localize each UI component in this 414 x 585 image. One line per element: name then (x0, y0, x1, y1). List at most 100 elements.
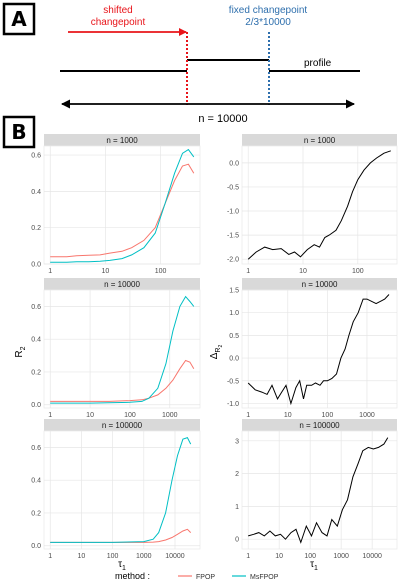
y-tick-label: 0.2 (31, 225, 41, 232)
x-tick-label: 10000 (165, 553, 185, 560)
y-tick-label: 1.5 (229, 288, 239, 295)
shifted-label-line2: changepoint (91, 17, 146, 28)
x-tick-label: 10000 (362, 553, 382, 560)
n-label: n = 10000 (198, 113, 247, 125)
facet-strip (44, 278, 200, 290)
y-tick-label: 0.4 (31, 337, 41, 344)
fpop-line (50, 163, 195, 258)
x-tick-label: 1 (246, 553, 250, 560)
y-tick-label: 0.0 (229, 160, 239, 167)
facet-strip (44, 419, 200, 431)
y-tick-label: -0.5 (227, 378, 239, 385)
x-tick-label: 100 (124, 412, 136, 419)
x-tick-label: 100 (352, 268, 364, 275)
right-x-axis-title: τ1 (310, 559, 318, 572)
facet-4: n = 100000 0.0 0.2 0.4 0.6 1 10 100 1000 10000 (31, 419, 201, 560)
y-tick-label: 1 (235, 504, 239, 511)
shifted-label-line1: shifted (103, 5, 132, 16)
panel-b-label: B (11, 120, 26, 144)
facet-strip (44, 134, 200, 146)
y-tick-label: 0.6 (31, 304, 41, 311)
legend-msfpop-label: MsFPOP (250, 574, 279, 581)
fixed-label-line1: fixed changepoint (229, 5, 308, 16)
x-tick-label: 10 (299, 268, 307, 275)
y-tick-label: 3 (235, 438, 239, 445)
fpop-line (50, 359, 195, 402)
y-tick-label: 2 (235, 471, 239, 478)
x-tick-label: 10 (78, 553, 86, 560)
x-tick-label: 1 (48, 553, 52, 560)
y-tick-label: 1.0 (229, 310, 239, 317)
y-tick-label: 0.0 (31, 262, 41, 269)
x-tick-label: 10 (284, 412, 292, 419)
plot-area (241, 145, 398, 265)
facet-2: n = 10000 0.0 0.2 0.4 0.6 1 10 100 1000 (31, 278, 201, 419)
x-tick-label: 1000 (333, 553, 349, 560)
x-tick-label: 10 (86, 412, 94, 419)
x-tick-label: 100 (107, 553, 119, 560)
legend: method : FPOP MsFPOP (115, 571, 279, 581)
facet-0: n = 1000 0.0 0.2 0.4 0.6 1 10 100 (31, 134, 201, 275)
y-tick-label: 0.0 (31, 543, 41, 550)
plot-area (43, 430, 201, 550)
msfpop-line (50, 436, 192, 543)
x-tick-label: 100 (304, 553, 316, 560)
y-tick-label: 0.4 (31, 189, 41, 196)
x-tick-label: 1 (246, 268, 250, 275)
plot-area (43, 145, 201, 265)
panel-a-label: A (11, 7, 27, 31)
facet-strip-label: n = 10000 (104, 280, 140, 289)
delta-line (247, 150, 391, 260)
facet-5: n = 100000 0 1 2 3 1 10 100 1000 10000 (235, 419, 398, 560)
x-tick-label: 1000 (136, 553, 152, 560)
facet-3: n = 10000 -1.0 -0.5 0.0 0.5 1.0 1.5 1 10 100 1000 (227, 278, 398, 419)
x-tick-label: 1 (48, 268, 52, 275)
legend-title: method : (115, 571, 150, 581)
facet-strip-label: n = 100000 (299, 421, 340, 430)
facet-strip-label: n = 1000 (106, 136, 138, 145)
profile-label: profile (304, 58, 332, 69)
left-y-axis-title: R2 (14, 346, 27, 357)
x-tick-label: 1000 (359, 412, 375, 419)
y-tick-label: -0.5 (227, 184, 239, 191)
right-y-axis-title: ΔR2 (209, 345, 224, 360)
facet-strip-label: n = 100000 (102, 421, 143, 430)
y-tick-label: 0.0 (229, 356, 239, 363)
y-tick-label: 0.2 (31, 369, 41, 376)
legend-fpop-label: FPOP (196, 574, 215, 581)
y-tick-label: -1.5 (227, 233, 239, 240)
x-tick-label: 1 (48, 412, 52, 419)
y-tick-label: -1.0 (227, 209, 239, 216)
y-tick-label: -2.0 (227, 257, 239, 264)
left-x-axis-title: τ1 (118, 559, 126, 572)
facet-strip (242, 278, 397, 290)
plot-area (241, 289, 398, 409)
x-tick-label: 1 (246, 412, 250, 419)
x-tick-label: 100 (322, 412, 334, 419)
facet-strip-label: n = 10000 (302, 280, 338, 289)
msfpop-line (50, 295, 195, 404)
y-tick-label: 0.6 (31, 153, 41, 160)
delta-line (248, 437, 389, 544)
panel-b-box (2, 115, 36, 149)
x-tick-label: 10 (275, 553, 283, 560)
facet-strip (242, 134, 397, 146)
facet-strip (242, 419, 397, 431)
delta-line (247, 294, 390, 406)
y-tick-label: -1.0 (227, 401, 239, 408)
panel-a-box (2, 2, 36, 36)
panel-a: A shifted changepoint fixed changepoint … (2, 2, 360, 125)
y-tick-label: 0 (235, 537, 239, 544)
facet-strip-label: n = 1000 (304, 136, 336, 145)
facet-1: n = 1000 -2.0 -1.5 -1.0 -0.5 0.0 1 10 100 (227, 134, 398, 275)
plot-area (241, 430, 398, 550)
msfpop-line (50, 148, 195, 263)
y-tick-label: 0.6 (31, 445, 41, 452)
x-tick-label: 1000 (162, 412, 178, 419)
plot-area (43, 289, 201, 409)
x-tick-label: 10 (101, 268, 109, 275)
panel-b: B R2 ΔR2 τ1 τ1 n = 10000.00.20.40.61 10 10… (2, 115, 398, 581)
y-tick-label: 0.4 (31, 478, 41, 485)
